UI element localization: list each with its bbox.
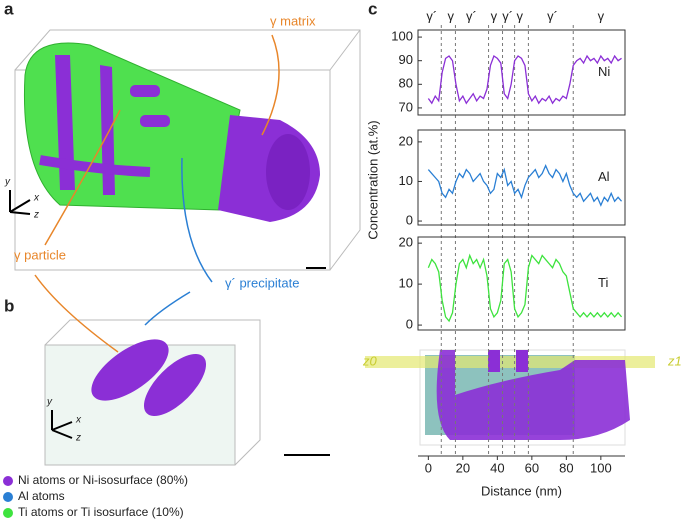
y-tick-label: 20 [399, 235, 413, 250]
phase-label: γ [517, 8, 524, 23]
y-tick-label: 70 [399, 99, 413, 114]
legend-label: Ni atoms or Ni-isosurface (80%) [18, 473, 188, 487]
phase-label: γ [491, 8, 498, 23]
legend-label: Al atoms [18, 489, 65, 503]
y-axis-label: Concentration (at.%) [365, 120, 380, 239]
legend-swatch [3, 476, 13, 486]
panel-label: b [4, 296, 14, 315]
phase-label: γ´ [466, 8, 477, 23]
axis-letter: y [4, 177, 11, 188]
plot-frame [417, 129, 626, 226]
series-label: Ni [598, 64, 610, 79]
annotation: γ particle [14, 247, 66, 262]
x-tick-label: 60 [525, 460, 539, 475]
arrow [261, 34, 280, 136]
y-tick-label: 10 [399, 173, 413, 188]
x-tick-label: 20 [456, 460, 470, 475]
render-b [44, 319, 330, 466]
arrow [181, 157, 213, 283]
panel-label: c [368, 0, 377, 18]
legend-swatch [3, 508, 13, 518]
phase-label: γ´ [502, 8, 513, 23]
legend-swatch [3, 492, 13, 502]
phase-label: γ´ [547, 8, 558, 23]
axis-letter: x [33, 193, 40, 204]
annotation: γ´ precipitate [225, 275, 299, 290]
legend-label: Ti atoms or Ti isosurface (10%) [18, 505, 184, 519]
axis-letter: z [33, 210, 39, 221]
series-label: Ti [598, 275, 608, 290]
x-tick-label: 100 [590, 460, 612, 475]
arrow [144, 291, 191, 326]
axis-letter: x [75, 415, 82, 426]
x-tick-label: 40 [490, 460, 504, 475]
series-line [427, 54, 622, 105]
x-tick-label: 80 [559, 460, 573, 475]
render-a [9, 29, 361, 271]
series-line [427, 163, 623, 207]
x-tick-label: 0 [425, 460, 432, 475]
y-tick-label: 0 [406, 317, 413, 332]
y-tick-label: 20 [399, 133, 413, 148]
y-tick-label: 10 [399, 276, 413, 291]
x-axis-label: Distance (nm) [481, 483, 562, 498]
phase-label: γ [448, 8, 455, 23]
z-label: z1 [667, 353, 682, 368]
z-label: z0 [362, 353, 378, 368]
phase-label: γ [598, 8, 605, 23]
plot-frame [417, 29, 626, 116]
series-label: Al [598, 169, 610, 184]
plot-frame [417, 236, 626, 331]
arrow [44, 109, 121, 246]
series-line [427, 253, 623, 323]
y-tick-label: 0 [406, 212, 413, 227]
y-tick-label: 80 [399, 76, 413, 91]
arrow [34, 274, 119, 353]
render-c [365, 349, 655, 457]
axis-letter: z [75, 433, 81, 444]
panel-label: a [4, 0, 14, 18]
annotation: γ matrix [270, 13, 316, 28]
phase-label: γ´ [426, 8, 437, 23]
y-tick-label: 100 [391, 29, 413, 44]
y-tick-label: 90 [399, 52, 413, 67]
axis-letter: y [46, 397, 53, 408]
